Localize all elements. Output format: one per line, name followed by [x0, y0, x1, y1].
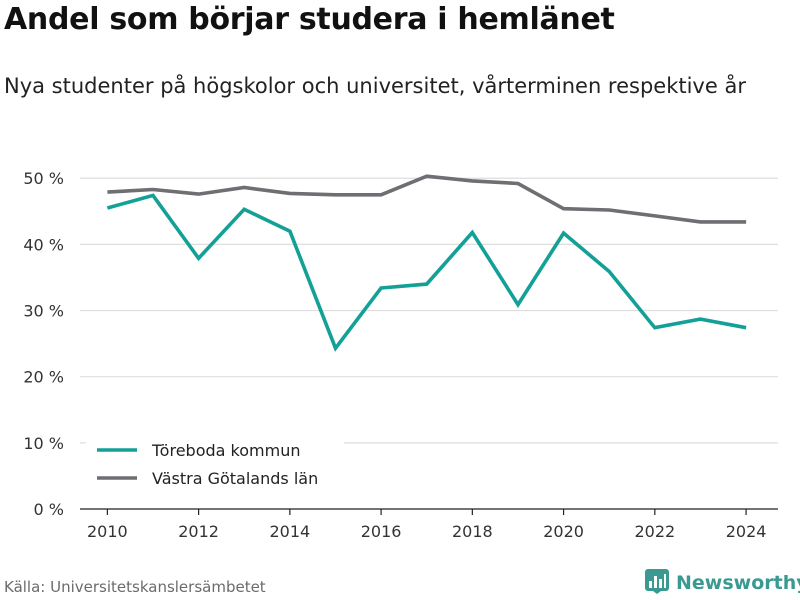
legend-background [86, 436, 344, 494]
x-tick-label: 2024 [726, 522, 767, 541]
y-tick-label: 20 % [23, 368, 64, 387]
x-tick-label: 2020 [543, 522, 584, 541]
chart-subtitle: Nya studenter på högskolor och universit… [4, 74, 746, 98]
x-tick-label: 2014 [269, 522, 310, 541]
y-tick-label: 50 % [23, 169, 64, 188]
brand-name: Newsworthy [676, 572, 800, 594]
y-tick-label: 10 % [23, 434, 64, 453]
chart-title: Andel som börjar studera i hemlänet [4, 2, 615, 37]
x-tick-label: 2016 [361, 522, 402, 541]
y-tick-label: 40 % [23, 235, 64, 254]
x-tick-label: 2010 [87, 522, 128, 541]
legend-label: Töreboda kommun [151, 441, 300, 460]
x-tick-label: 2018 [452, 522, 493, 541]
y-tick-label: 0 % [34, 500, 64, 519]
series-line-2 [107, 174, 747, 224]
y-tick-label: 30 % [23, 302, 64, 321]
x-tick-label: 2012 [178, 522, 219, 541]
y-axis-ticks: 0 % 10 % 20 % 30 % 40 % 50 % [23, 169, 64, 519]
bar-chart-logo-icon [644, 568, 670, 598]
legend-label: Västra Götalands län [152, 469, 318, 488]
legend: Töreboda kommun Västra Götalands län [86, 436, 344, 494]
series-lines [106, 174, 747, 352]
x-axis-ticks: 2010 2012 2014 2016 2018 2020 2022 2024 [87, 509, 766, 541]
series-line-1 [106, 193, 747, 352]
brand-logo[interactable]: Newsworthy [644, 568, 800, 598]
x-tick-label: 2022 [634, 522, 675, 541]
source-note: Källa: Universitetskanslersämbetet [4, 578, 266, 596]
